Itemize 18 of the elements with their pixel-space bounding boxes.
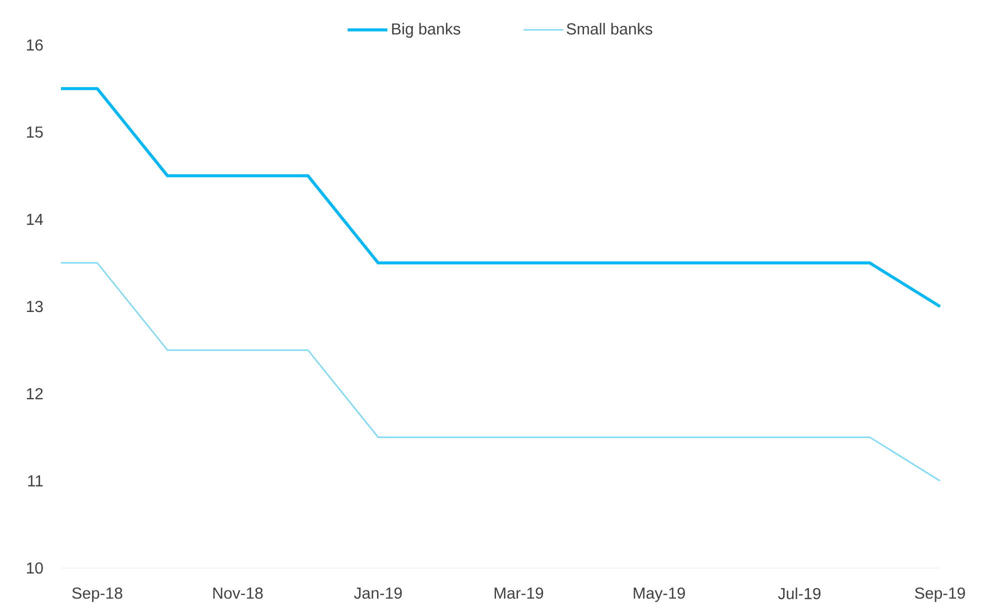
legend-label: Big banks xyxy=(392,22,460,38)
y-tick-label: 13 xyxy=(26,300,43,312)
line-series xyxy=(60,262,941,482)
x-tick-label: May-19 xyxy=(634,588,685,602)
y-tick-label: 10 xyxy=(26,562,43,574)
x-tick-label: Mar-19 xyxy=(494,588,544,599)
y-tick-label: 14 xyxy=(26,214,44,225)
y-tick-label: 12 xyxy=(26,388,43,400)
x-tick-label: Sep-19 xyxy=(915,588,965,602)
x-tick-label: Sep-18 xyxy=(72,588,122,602)
y-tick-label: 16 xyxy=(26,39,43,51)
legend-label: Small banks xyxy=(566,22,652,35)
y-tick-label: 15 xyxy=(26,126,43,138)
y-tick-label: 11 xyxy=(28,475,43,486)
line-series xyxy=(60,87,942,308)
x-tick-label: Jul-19 xyxy=(778,588,820,600)
x-tick-label: Jan-19 xyxy=(354,588,402,599)
x-tick-label: Nov-18 xyxy=(213,588,263,599)
